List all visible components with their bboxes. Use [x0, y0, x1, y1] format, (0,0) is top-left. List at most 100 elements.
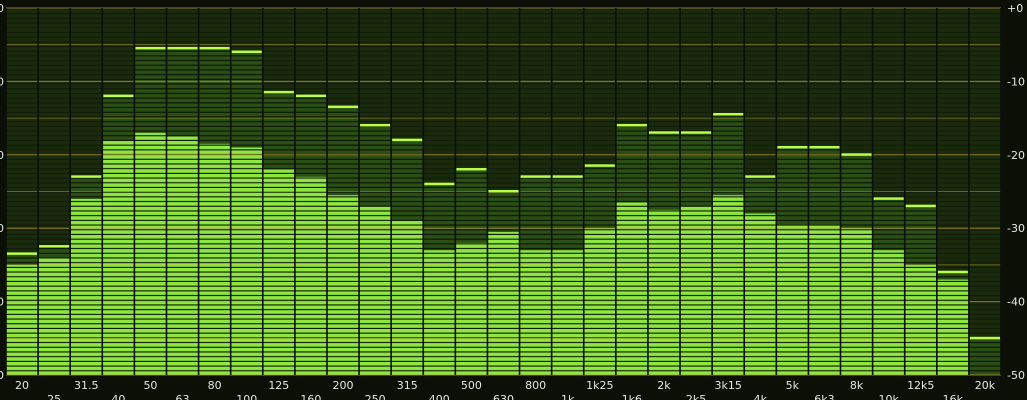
x-tick-label: 40 [111, 393, 125, 400]
bar-segments-4k [744, 176, 777, 375]
x-tick-label: 16k [943, 393, 964, 400]
y-tick-label-right: -30 [1007, 222, 1025, 235]
peak-marker-800 [520, 175, 551, 178]
peak-marker-315 [392, 138, 423, 142]
x-tick-label: 500 [461, 379, 482, 392]
y-tick-label-right: -50 [1007, 369, 1025, 382]
bars-layer [6, 48, 1001, 376]
y-tick-label-left: -20 [0, 149, 4, 162]
bar-segments-630 [487, 191, 520, 375]
peak-marker-20k [969, 336, 1000, 340]
x-tick-label: 630 [493, 393, 514, 400]
x-tick-label: 10k [878, 393, 899, 400]
y-tick-label-right: -40 [1007, 296, 1025, 309]
bar-segments-20 [6, 253, 39, 375]
x-tick-label: 3k15 [714, 379, 741, 392]
peaks-layer [7, 46, 1000, 340]
peak-marker-250 [360, 123, 391, 127]
peak-marker-200 [327, 105, 359, 109]
x-tick-label: 200 [333, 379, 354, 392]
x-tick-label: 31.5 [74, 379, 99, 392]
peak-marker-10k [873, 197, 904, 200]
peak-marker-100 [231, 50, 262, 54]
bar-segments-31.5 [70, 176, 103, 375]
bar-segments-50 [134, 48, 167, 376]
bar-segments-160 [294, 96, 327, 375]
peak-marker-8k [841, 153, 872, 156]
peak-marker-12k5 [905, 204, 936, 208]
bar-segments-80 [198, 48, 231, 376]
bar-segments-63 [166, 48, 199, 376]
bar-segments-16k [936, 272, 969, 375]
y-tick-label-right: -20 [1007, 149, 1025, 162]
x-tick-label: 12k5 [907, 379, 934, 392]
peak-marker-500 [456, 167, 487, 171]
peak-marker-6k3 [809, 145, 840, 149]
bar-segments-1k6 [615, 125, 648, 375]
peak-marker-1k6 [616, 123, 647, 127]
column-separators [5, 8, 1002, 375]
peak-marker-400 [424, 182, 455, 186]
x-tick-label: 8k [850, 379, 864, 392]
x-tick-label: 2k5 [686, 393, 706, 400]
peak-marker-125 [263, 90, 294, 94]
peak-marker-50 [135, 46, 166, 50]
y-tick-label-right: +0 [1007, 2, 1023, 15]
x-tick-label: 20k [975, 379, 996, 392]
peak-marker-2k5 [681, 131, 712, 134]
bar-segments-250 [359, 125, 392, 375]
x-tick-label: 1k [561, 393, 575, 400]
bar-segments-3k15 [712, 114, 745, 376]
x-tick-label: 63 [176, 393, 190, 400]
y-tick-label-left: +0 [0, 2, 4, 15]
peak-marker-160 [295, 94, 326, 98]
bar-segments-1k [551, 176, 584, 375]
x-tick-label: 1k25 [586, 379, 613, 392]
x-tick-label: 80 [208, 379, 222, 392]
peak-marker-1k [552, 175, 583, 178]
bar-segments-200 [326, 107, 360, 375]
bar-segments-800 [519, 176, 552, 375]
bar-segments-315 [391, 140, 424, 375]
bar-segments-500 [455, 169, 488, 375]
bar-segments-100 [230, 52, 263, 375]
peak-marker-1k25 [584, 164, 615, 167]
y-tick-label-right: -10 [1007, 75, 1025, 88]
peak-marker-3k15 [713, 112, 744, 116]
bar-segments-25 [38, 246, 71, 375]
bar-segments-2k [647, 132, 681, 375]
x-tick-label: 6k3 [814, 393, 834, 400]
bar-segments-10k [872, 198, 905, 375]
peak-marker-4k [745, 175, 776, 178]
bar-segments-12k5 [904, 206, 937, 375]
peak-marker-31.5 [71, 175, 102, 178]
bar-segments-6k3 [808, 147, 841, 375]
y-tick-label-left: -50 [0, 369, 4, 382]
x-tick-label: 5k [786, 379, 800, 392]
y-tick-label-left: -40 [0, 296, 4, 309]
bar-segments-20k [968, 338, 1001, 375]
y-tick-label-left: -10 [0, 75, 4, 88]
peak-marker-40 [103, 94, 134, 98]
y-axis-ticks: +0 +0 -10 -10 -20 -20 -30 -30 -40 -40 -50 -50 [0, 2, 1025, 382]
bar-segments-1k25 [583, 165, 616, 375]
x-tick-label: 315 [397, 379, 418, 392]
x-tick-label: 50 [143, 379, 157, 392]
peak-marker-16k [937, 270, 968, 274]
bar-segments-40 [102, 96, 135, 375]
x-tick-label: 250 [365, 393, 386, 400]
x-tick-label: 400 [429, 393, 450, 400]
x-tick-label: 20 [15, 379, 29, 392]
grid-layer [6, 7, 1001, 376]
x-tick-label: 2k [657, 379, 671, 392]
peak-marker-20 [7, 252, 38, 255]
peak-marker-25 [39, 245, 70, 248]
x-axis-ticks: 20 25 31.5 40 50 63 80 100 125 160 200 250 315 400 500… [15, 379, 996, 400]
peak-marker-5k [777, 145, 808, 149]
peak-marker-63 [167, 46, 198, 50]
peak-marker-80 [199, 46, 230, 50]
bar-segments-400 [423, 184, 456, 375]
bar-segments-2k5 [680, 132, 713, 375]
x-tick-label: 4k [754, 393, 768, 400]
